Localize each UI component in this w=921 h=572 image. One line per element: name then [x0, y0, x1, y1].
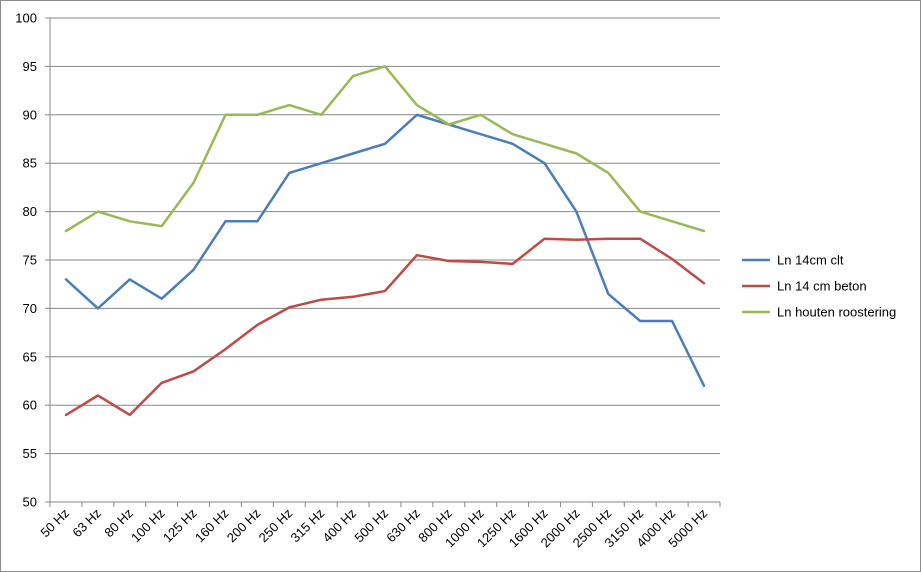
x-tick-label: 50 Hz: [37, 506, 72, 541]
y-tick-label: 90: [23, 107, 37, 122]
y-tick-label: 60: [23, 398, 37, 413]
series-line-3: [64, 65, 706, 233]
x-tick-label: 125 Hz: [160, 506, 200, 546]
y-tick-label: 85: [23, 156, 37, 171]
y-tick-label: 95: [23, 59, 37, 74]
x-tick-label: 500 Hz: [351, 506, 391, 546]
legend: Ln 14cm clt Ln 14 cm beton Ln houten roost…: [742, 253, 896, 320]
y-tick-label: 55: [23, 446, 37, 461]
y-tick-label: 100: [15, 11, 37, 26]
x-tick-label: 100 Hz: [128, 506, 168, 546]
x-tick-label: 250 Hz: [256, 506, 296, 546]
legend-label: Ln houten roostering: [777, 305, 896, 320]
y-axis-ticks: 50 55 60 65 70 75 80 85 90 95 100: [15, 11, 50, 510]
legend-label: Ln 14cm clt: [777, 253, 844, 268]
x-tick-label: 200 Hz: [224, 506, 264, 546]
series-line-2: [64, 237, 706, 417]
y-tick-label: 70: [23, 301, 37, 316]
x-tick-label: 63 Hz: [69, 506, 104, 541]
legend-label: Ln 14 cm beton: [777, 279, 867, 294]
x-tick-label: 160 Hz: [192, 506, 232, 546]
grid-lines: [50, 17, 720, 455]
series-line-1: [64, 113, 706, 388]
x-tick-label: 630 Hz: [383, 506, 423, 546]
series-lines: [64, 65, 706, 417]
y-tick-label: 50: [23, 495, 37, 510]
y-tick-label: 80: [23, 204, 37, 219]
y-tick-label: 65: [23, 349, 37, 364]
x-tick-label: 315 Hz: [288, 506, 328, 546]
y-tick-label: 75: [23, 253, 37, 268]
x-tick-label: 400 Hz: [319, 506, 359, 546]
